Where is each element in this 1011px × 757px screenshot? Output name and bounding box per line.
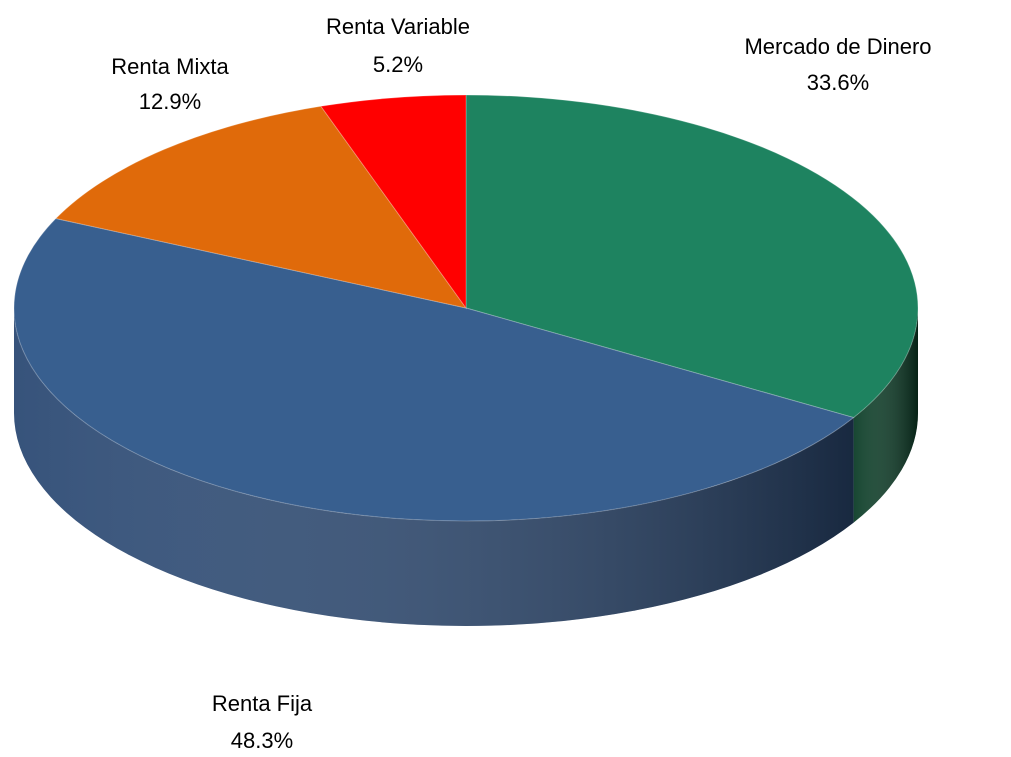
slice-value-label: 12.9% — [139, 89, 201, 114]
slice-value-label: 48.3% — [231, 728, 293, 753]
slice-side-shade — [853, 308, 918, 523]
slice-label: Renta Variable — [326, 14, 470, 39]
slice — [465, 94, 919, 419]
slice-side-shade — [14, 308, 854, 627]
slice-label: Mercado de Dinero — [744, 34, 931, 59]
slice-label: Renta Fija — [212, 691, 313, 716]
labels: Mercado de Dinero 33.6% Renta Fija 48.3% Ren… — [111, 14, 931, 753]
pie-tops — [13, 94, 919, 522]
pie-sides — [14, 308, 918, 627]
slice-value-label: 5.2% — [373, 52, 423, 77]
slice — [54, 105, 468, 309]
slice-label: Renta Mixta — [111, 54, 229, 79]
slice-value-label: 33.6% — [807, 70, 869, 95]
slice — [13, 217, 855, 522]
slice — [320, 94, 467, 310]
